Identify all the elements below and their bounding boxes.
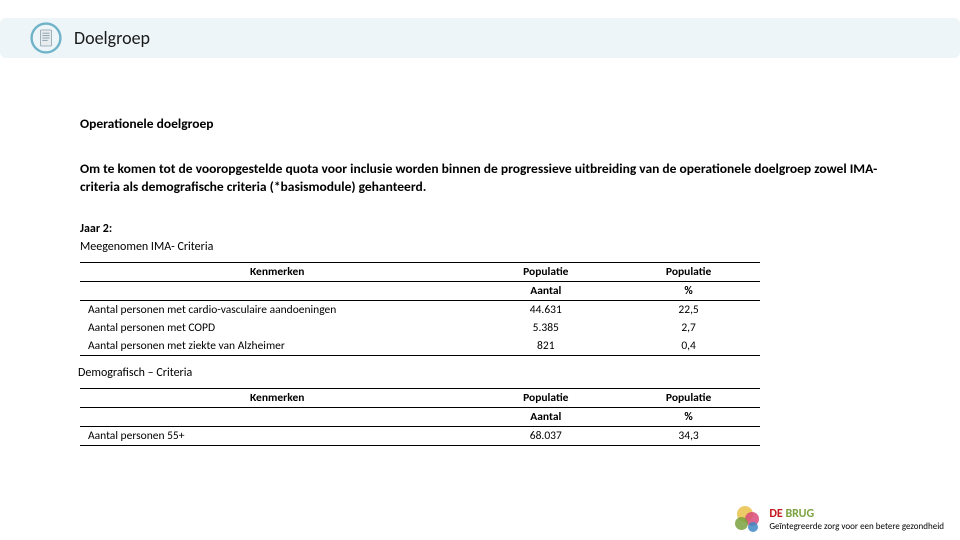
col-subheader: % bbox=[617, 282, 760, 301]
cell: 0,4 bbox=[617, 337, 760, 356]
table-row: Aantal personen met cardio-vasculaire aa… bbox=[80, 301, 760, 320]
cell: 34,3 bbox=[617, 427, 760, 446]
footer-text: DE BRUG Geïntegreerde zorg voor een bete… bbox=[769, 507, 944, 532]
footer: DE BRUG Geïntegreerde zorg voor een bete… bbox=[733, 504, 944, 534]
cell: Aantal personen met cardio-vasculaire aa… bbox=[80, 301, 474, 320]
table-row: Aantal personen 55+ 68.037 34,3 bbox=[80, 427, 760, 446]
slide-root: Doelgroep Operationele doelgroep Om te k… bbox=[0, 0, 960, 540]
table-row: Aantal personen met ziekte van Alzheimer… bbox=[80, 337, 760, 356]
col-header: Kenmerken bbox=[80, 263, 474, 282]
col-subheader: Aantal bbox=[474, 282, 617, 301]
table-ima-criteria: Kenmerken Populatie Populatie Aantal % A… bbox=[80, 262, 760, 356]
brand-de: DE bbox=[769, 507, 785, 521]
col-header: Populatie bbox=[474, 263, 617, 282]
cell: 68.037 bbox=[474, 427, 617, 446]
col-subheader bbox=[80, 282, 474, 301]
col-subheader bbox=[80, 408, 474, 427]
header-bar: Doelgroep bbox=[0, 18, 960, 58]
document-icon bbox=[30, 22, 62, 54]
tagline: Geïntegreerde zorg voor een betere gezon… bbox=[769, 521, 944, 532]
year-label: Jaar 2: bbox=[80, 222, 920, 236]
cell: 22,5 bbox=[617, 301, 760, 320]
cell: Aantal personen met COPD bbox=[80, 319, 474, 337]
body-paragraph: Om te komen tot de vooropgestelde quota … bbox=[80, 160, 900, 196]
cell: 5.385 bbox=[474, 319, 617, 337]
section2-label: Demografisch – Criteria bbox=[78, 366, 920, 380]
cell: 821 bbox=[474, 337, 617, 356]
section1-label: Meegenomen IMA- Criteria bbox=[80, 240, 920, 254]
col-header: Kenmerken bbox=[80, 389, 474, 408]
table-demographic-criteria: Kenmerken Populatie Populatie Aantal % A… bbox=[80, 388, 760, 446]
brand-brug: BRUG bbox=[785, 507, 814, 521]
content-area: Operationele doelgroep Om te komen tot d… bbox=[80, 115, 920, 456]
page-title: Doelgroep bbox=[74, 27, 150, 49]
cell: 44.631 bbox=[474, 301, 617, 320]
cell: Aantal personen 55+ bbox=[80, 427, 474, 446]
table-row: Aantal personen met COPD 5.385 2,7 bbox=[80, 319, 760, 337]
brand-name: DE BRUG bbox=[769, 507, 944, 521]
cell: 2,7 bbox=[617, 319, 760, 337]
subtitle: Operationele doelgroep bbox=[80, 115, 920, 132]
cell: Aantal personen met ziekte van Alzheimer bbox=[80, 337, 474, 356]
col-header: Populatie bbox=[474, 389, 617, 408]
col-subheader: % bbox=[617, 408, 760, 427]
col-header: Populatie bbox=[617, 389, 760, 408]
col-subheader: Aantal bbox=[474, 408, 617, 427]
logo-icon bbox=[733, 504, 763, 534]
col-header: Populatie bbox=[617, 263, 760, 282]
